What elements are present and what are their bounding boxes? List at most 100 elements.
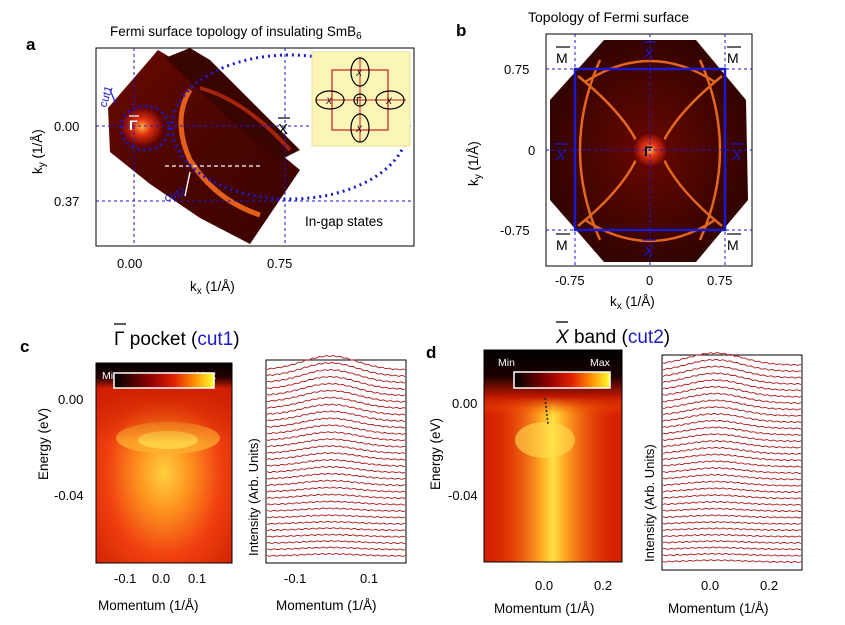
panel-c-letter: c [20,337,29,356]
edc-curve [662,392,802,404]
panel-c-edc-xlabel: Momentum (1/Å) [276,598,377,613]
edc-curve [266,479,406,487]
edc-curve [266,438,406,448]
panel-b-x-top: X [643,45,654,61]
edc-curve [266,445,406,455]
panel-c-intensity-label: Intensity (Arb. Units) [246,438,261,556]
edc-curve [266,424,406,435]
edc-curve [662,521,802,525]
edc-curve [266,500,406,506]
panel-d: d X band (cut2) Min Max Energy (eV) 0.00… [426,321,803,616]
panel-c-arpes-image [96,363,232,563]
inset-x-top: X [355,68,363,78]
panel-d-edc-xtick-1: 0.2 [760,578,778,593]
edc-curve [662,480,802,487]
panel-b-m-bl: M [556,237,568,253]
panel-a-x-label: X [278,121,288,138]
panel-d-ylabel: Energy (eV) [428,418,443,490]
panel-a-ytick-0: 0.00 [54,119,79,134]
panel-b-ylabel: ky (1/Å) [466,141,484,186]
edc-curve [266,458,405,467]
panel-d-ytick-1: -0.04 [448,488,478,503]
panel-d-xtick-0: 0.0 [535,578,553,593]
panel-b-x-left: X [555,147,566,163]
panel-b-xtick-0: -0.75 [555,273,585,288]
edc-curve [266,368,406,384]
edc-curve [266,417,406,429]
edc-curve [662,500,802,506]
panel-b-m-tl: M [556,50,568,66]
panel-a-xtick-1: 0.75 [267,256,292,271]
inset-x-left: X [325,96,333,106]
edc-curve [266,375,406,390]
edc-curve [266,452,406,461]
panel-c: c Γ pocket (cut1) Min Max Energy (eV) 0.… [20,323,407,613]
panel-c-title: Γ pocket (cut1) [114,329,240,350]
panel-b-xtick-1: 0 [646,273,653,288]
panel-a-xlabel: kx (1/Å) [190,279,235,297]
panel-b-title: Topology of Fermi surface [528,9,689,25]
panel-a-ytick-1: 0.37 [54,194,79,209]
edc-curve [266,540,406,545]
edc-curve [266,465,406,474]
edc-curve [662,473,802,481]
panel-a-inset: Γ X X X X [311,51,411,147]
edc-curve [662,552,802,557]
edc-curve [662,494,802,500]
edc-curve [266,546,406,551]
edc-curve [266,403,406,416]
edc-curve [662,372,802,386]
inset-x-bottom: X [355,124,363,134]
panel-a: a Fermi surface topology of insulating S… [26,24,415,297]
edc-curve [266,382,406,397]
edc-curve [662,507,801,513]
panel-c-edc-xtick-0: -0.1 [284,571,306,586]
panel-c-xlabel: Momentum (1/Å) [98,598,199,613]
panel-c-xtick-1: 0.0 [152,571,170,586]
panel-a-fermi-map [108,48,300,244]
edc-curve [266,493,406,500]
panel-c-xtick-0: -0.1 [114,571,136,586]
panel-b-letter: b [456,21,466,40]
edc-curve [266,472,406,480]
panel-a-in-gap-label: In-gap states [305,214,383,229]
edc-curve [662,446,802,455]
edc-curve [266,507,406,513]
panel-b-x-right: X [731,147,742,163]
edc-curve [266,527,406,532]
panel-b-xlabel: kx (1/Å) [610,294,655,312]
edc-curve [662,546,802,551]
panel-b: b Topology of Fermi surface M M M M X [456,9,753,312]
panel-d-colorbar [513,371,611,389]
panel-c-ytick-0: 0.00 [58,392,83,407]
edc-curve [266,396,406,409]
panel-d-xtick-1: 0.2 [594,578,612,593]
inset-gamma: Γ [356,96,362,107]
edc-curve [266,355,406,371]
panel-b-gamma-label: Γ [644,143,653,159]
panel-a-gamma-label: Γ [129,117,138,133]
edc-curve [662,540,802,544]
panel-b-m-tr: M [727,50,739,66]
panel-c-ytick-1: -0.04 [54,488,84,503]
panel-c-xtick-2: 0.1 [188,571,206,586]
panel-d-edc-xtick-0: 0.0 [701,578,719,593]
panel-c-edc-xtick-1: 0.1 [360,571,378,586]
panel-d-cbar-min: Min [498,357,515,369]
inset-x-right: X [385,96,393,106]
panel-d-title: X band (cut2) [555,327,670,348]
panel-a-letter: a [26,35,36,54]
edc-curve [662,385,802,398]
panel-d-xlabel: Momentum (1/Å) [494,601,595,616]
edc-curve [662,412,802,424]
panel-c-colorbar [113,372,215,389]
edc-curve [662,439,802,449]
edc-curve [662,467,802,474]
panel-b-ytick-2: -0.75 [500,223,530,238]
panel-b-m-br: M [727,237,739,253]
panel-c-ylabel: Energy (eV) [36,408,51,480]
panel-d-intensity-label: Intensity (Arb. Units) [642,444,657,562]
edc-curve [266,486,406,493]
panel-d-ytick-0: 0.00 [452,396,477,411]
